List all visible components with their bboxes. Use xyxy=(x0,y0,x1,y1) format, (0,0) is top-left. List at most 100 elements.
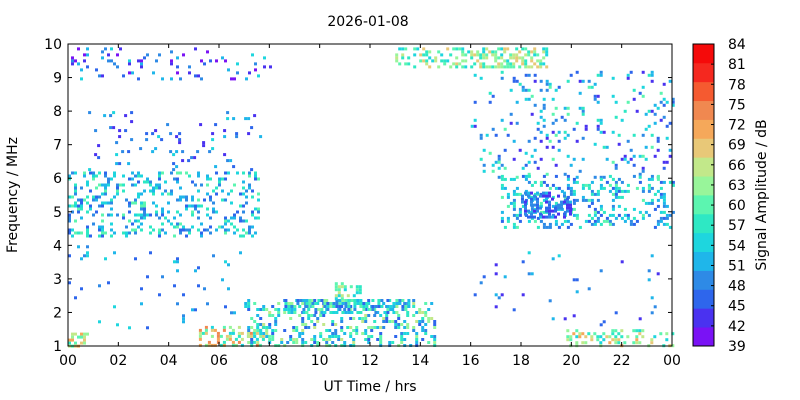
heatmap-cell xyxy=(122,231,125,235)
heatmap-cell xyxy=(500,219,504,223)
heatmap-cell xyxy=(494,56,498,60)
heatmap-cell xyxy=(212,254,215,258)
heatmap-cell xyxy=(210,325,214,329)
heatmap-cell xyxy=(412,329,416,332)
heatmap-cell xyxy=(128,201,131,205)
heatmap-cell xyxy=(253,335,257,338)
heatmap-cell xyxy=(146,213,149,217)
heatmap-cell xyxy=(204,325,208,329)
heatmap-cell xyxy=(155,183,158,187)
heatmap-cell xyxy=(68,174,71,178)
heatmap-cell xyxy=(569,189,573,193)
heatmap-cell xyxy=(128,326,131,330)
heatmap-cell xyxy=(388,320,392,323)
x-tick-label: 18 xyxy=(512,353,530,369)
heatmap-cell xyxy=(418,320,422,323)
heatmap-cell xyxy=(74,296,77,300)
heatmap-cell xyxy=(377,302,381,305)
heatmap-cell xyxy=(188,231,191,235)
heatmap-cell xyxy=(386,299,390,302)
heatmap-cell xyxy=(415,338,419,341)
heatmap-cell xyxy=(542,191,545,195)
heatmap-cell xyxy=(221,225,224,229)
heatmap-cell xyxy=(137,192,140,196)
heatmap-cell xyxy=(256,341,260,344)
heatmap-cell xyxy=(146,53,149,57)
heatmap-cell xyxy=(137,174,140,178)
heatmap-cell xyxy=(590,180,594,184)
heatmap-cell xyxy=(104,189,107,193)
heatmap-cell xyxy=(71,171,74,175)
heatmap-cell xyxy=(230,201,233,205)
heatmap-cell xyxy=(74,59,77,63)
heatmap-cell xyxy=(599,175,603,179)
heatmap-cell xyxy=(128,219,131,223)
heatmap-cell xyxy=(500,195,504,199)
heatmap-cell xyxy=(521,47,525,51)
heatmap-cell xyxy=(418,308,422,311)
heatmap-cell xyxy=(218,177,221,181)
heatmap-cell xyxy=(479,136,483,140)
heatmap-cell xyxy=(373,308,377,311)
heatmap-cell xyxy=(373,314,377,317)
heatmap-cell xyxy=(533,160,537,164)
heatmap-cell xyxy=(593,97,597,101)
heatmap-cell xyxy=(533,136,537,140)
heatmap-cell xyxy=(554,219,558,223)
heatmap-cell xyxy=(503,127,507,131)
heatmap-cell xyxy=(71,59,74,63)
colorbar-label: Signal Amplitude / dB xyxy=(754,119,770,270)
heatmap-cell xyxy=(181,150,185,154)
heatmap-cell xyxy=(611,338,615,342)
heatmap-cell xyxy=(334,329,338,332)
heatmap-cell xyxy=(215,192,218,196)
heatmap-cell xyxy=(659,180,663,184)
heatmap-cell xyxy=(240,337,244,341)
heatmap-cell xyxy=(216,337,220,341)
heatmap-cell xyxy=(216,340,220,344)
heatmap-cell xyxy=(239,204,242,208)
colorbar-swatch xyxy=(693,270,714,290)
heatmap-cell xyxy=(614,180,618,184)
heatmap-cell xyxy=(515,59,519,63)
heatmap-cell xyxy=(421,311,425,314)
heatmap-cell xyxy=(355,329,359,332)
heatmap-cell xyxy=(179,195,182,199)
heatmap-cell xyxy=(638,180,642,184)
heatmap-cell xyxy=(578,335,582,339)
heatmap-cell xyxy=(334,335,338,338)
heatmap-cell xyxy=(237,325,241,329)
heatmap-cell xyxy=(452,62,456,66)
heatmap-cell xyxy=(539,219,543,223)
heatmap-cell xyxy=(659,100,663,104)
heatmap-cell xyxy=(173,260,176,264)
heatmap-cell xyxy=(539,62,543,66)
heatmap-cell xyxy=(140,207,143,211)
heatmap-cell xyxy=(152,186,155,190)
heatmap-cell xyxy=(179,198,182,202)
heatmap-cell xyxy=(584,335,588,339)
heatmap-cell xyxy=(386,305,390,308)
heatmap-cell xyxy=(295,338,299,341)
heatmap-cell xyxy=(104,231,107,235)
heatmap-cell xyxy=(271,329,275,332)
heatmap-cell xyxy=(665,338,669,342)
heatmap-cell xyxy=(635,109,639,113)
heatmap-cell xyxy=(86,332,89,336)
heatmap-cell xyxy=(280,338,284,341)
heatmap-cell xyxy=(587,186,591,190)
colorbar-swatch xyxy=(693,62,714,83)
heatmap-cell xyxy=(71,234,74,238)
heatmap-cell xyxy=(271,332,275,335)
heatmap-cell xyxy=(503,275,507,279)
heatmap-cell xyxy=(209,225,212,229)
heatmap-cell xyxy=(146,275,149,279)
heatmap-cell xyxy=(614,192,618,196)
heatmap-cell xyxy=(349,335,353,338)
heatmap-cell xyxy=(578,169,582,173)
heatmap-cell xyxy=(216,334,220,338)
heatmap-cell xyxy=(515,47,519,51)
heatmap-cell xyxy=(228,334,232,338)
heatmap-cell xyxy=(343,288,347,292)
colorbar-swatch xyxy=(693,157,714,177)
